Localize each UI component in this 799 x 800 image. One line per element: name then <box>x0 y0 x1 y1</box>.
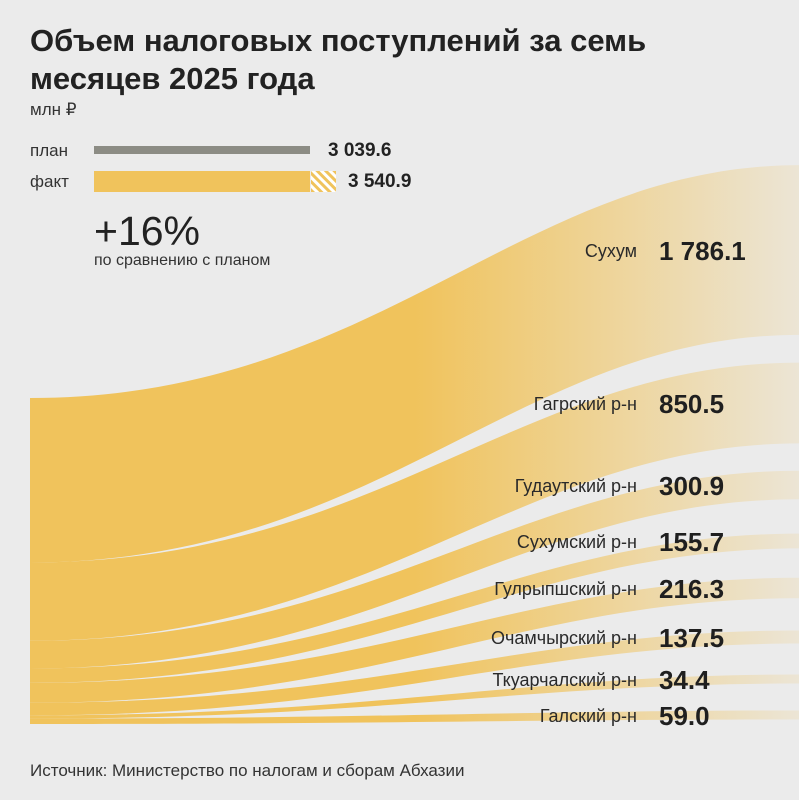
region-name: Сухумский р-н <box>517 532 637 552</box>
unit-label: млн ₽ <box>30 100 77 119</box>
flow-2 <box>30 362 799 641</box>
region-name: Ткуарчалский р-н <box>492 670 637 690</box>
plan-legend-label: план <box>30 141 68 160</box>
region-value: 137.5 <box>659 623 724 653</box>
flow-4 <box>30 533 799 683</box>
region-name: Гулрыпшский р-н <box>494 579 637 599</box>
flow-group <box>30 165 799 724</box>
legend-bars <box>94 146 336 192</box>
region-value: 1 786.1 <box>659 236 746 266</box>
plan-bar <box>94 146 310 154</box>
fact-legend-label: факт <box>30 172 69 191</box>
growth-percent: +16% <box>94 208 201 254</box>
region-value: 59.0 <box>659 701 710 731</box>
fact-excess-bar <box>311 171 336 192</box>
region-value: 34.4 <box>659 665 710 695</box>
region-name: Галский р-н <box>540 706 637 726</box>
region-value: 300.9 <box>659 471 724 501</box>
flow-3 <box>30 470 799 669</box>
flow-5 <box>30 577 799 703</box>
flow-6 <box>30 630 799 716</box>
region-value: 216.3 <box>659 574 724 604</box>
plan-legend-value: 3 039.6 <box>328 140 392 161</box>
fact-legend-value: 3 540.9 <box>348 171 412 192</box>
region-name: Сухум <box>585 241 637 261</box>
region-value: 850.5 <box>659 389 724 419</box>
fact-bar <box>94 171 310 192</box>
region-name: Очамчырский р-н <box>491 628 637 648</box>
source-note: Источник: Министерство по налогам и сбор… <box>30 761 465 780</box>
region-value: 155.7 <box>659 527 724 557</box>
flow-1 <box>30 165 799 563</box>
growth-description: по сравнению с планом <box>94 252 271 269</box>
flow-7 <box>30 674 799 719</box>
region-labels: Сухум 1 786.1 Гагрский р-н 850.5 Гудаутский … <box>491 236 746 731</box>
region-name: Гудаутский р-н <box>515 476 637 496</box>
region-name: Гагрский р-н <box>534 394 637 414</box>
flow-8 <box>30 710 799 724</box>
page-title: Объем налоговых поступлений за семь меся… <box>30 23 647 96</box>
